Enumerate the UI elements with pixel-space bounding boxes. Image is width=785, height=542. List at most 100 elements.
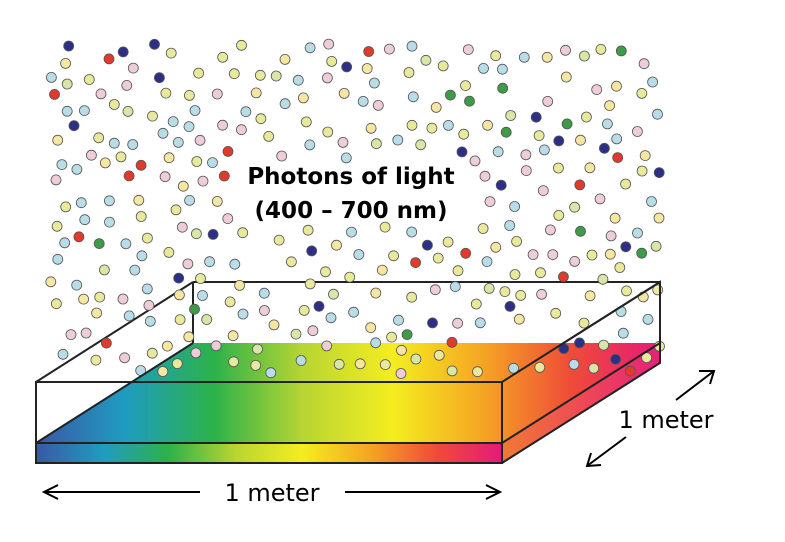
photon-dot [406,40,418,52]
photon-dot [153,72,165,84]
photon-dot [279,98,291,110]
photon-dot [79,214,91,226]
photon-dot [636,165,648,177]
photon-dot [395,368,407,379]
photon-dot [588,362,600,374]
photon-dot [79,105,90,116]
photon-dot [268,319,280,331]
photon-dot [497,82,509,94]
photon-dot [478,63,489,74]
photon-dot [511,235,522,247]
photon-dot [376,264,388,276]
photon-dot [51,220,63,232]
photon-dot [547,249,559,261]
photon-dot [258,305,270,316]
photon-dot [621,285,632,297]
sheet-side [502,343,660,463]
photon-dot [474,317,486,329]
photon-dot [143,299,155,311]
photon-dot [407,91,419,103]
photon-dot [322,126,334,138]
photon-dot [119,352,130,364]
photon-dot [370,337,382,349]
photon-dot [421,239,433,251]
photon-dot [433,349,445,361]
photon-dot [553,162,564,174]
photon-dot [189,105,201,116]
photon-dot [456,146,468,158]
photon-dot [481,256,493,268]
photon-dot [160,87,172,99]
photon-dot [61,105,73,117]
photon-dot [258,287,270,299]
photon-dot [442,120,454,131]
photon-dot [191,156,203,167]
photon-dot [452,317,464,329]
photon-dot [295,355,307,366]
photon-dot [184,194,196,206]
photon-dot [363,46,375,57]
photon-dot [90,354,102,366]
photon-dot [372,100,384,111]
photon-dot [176,221,188,233]
photon-dot [560,71,572,83]
photon-dot [357,96,369,107]
photon-dot [75,197,87,209]
photon-dot [159,171,171,183]
photon-dot [379,359,391,371]
photon-dot [197,175,209,187]
photon-dot [415,139,427,151]
photon-dot [545,224,556,236]
photon-dot [234,279,246,291]
photon-dot [46,72,57,83]
photon-dot [170,204,182,216]
photon-dot [354,358,366,370]
photon-dot [95,88,107,100]
photon-dot [183,90,195,101]
photon-dot [530,111,542,123]
depth-dimension-arrow [585,370,716,468]
photon-dot [65,329,77,341]
photon-dot [195,273,206,284]
photon-dot [190,347,202,359]
photon-dot [401,329,413,341]
photon-dot [279,54,291,65]
photon-dot [323,38,335,50]
photon-dot [173,272,185,284]
photon-dot [429,284,441,296]
photon-dot [653,212,665,224]
photon-dot [520,149,532,161]
photon-dot [541,51,553,63]
width-dimension-arrow [41,484,503,500]
photon-dot [653,167,665,179]
photon-dot [285,256,297,268]
photon-dot [537,185,549,197]
photon-dot [542,96,554,107]
photon-dot [86,149,97,161]
photon-dot [477,223,489,234]
photon-dot [406,119,418,131]
photon-dot [103,53,115,65]
photon-dot [144,315,156,327]
photon-dot [183,121,195,132]
photon-dot [123,310,135,322]
photon-dot [320,266,331,278]
photon-dot [313,300,325,312]
photon-dot [337,136,349,148]
photon-dot [620,178,631,190]
photon-dot [568,358,580,370]
photon-dot [227,330,239,342]
photon-dot [490,241,502,253]
depth-label: 1 meter [618,406,713,434]
photon-dot [78,293,89,305]
photon-dot [94,291,106,303]
photon-dot [515,289,527,301]
photon-dot [509,201,520,212]
photon-dot [598,339,609,351]
photon-dot [197,290,208,301]
photon-dot [379,221,391,233]
photon-dot [446,365,458,377]
photon-dot [297,92,309,104]
photon-dot [615,45,627,57]
